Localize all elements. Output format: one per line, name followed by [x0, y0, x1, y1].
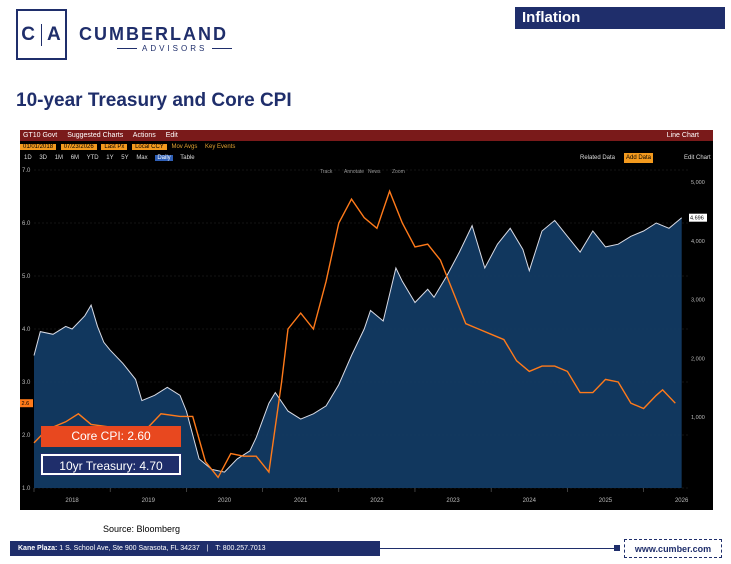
chart-tool-zoom: Zoom: [392, 169, 405, 175]
key-events-toggle[interactable]: Key Events: [205, 144, 236, 150]
ticker-label[interactable]: GT10 Govt: [23, 132, 58, 139]
x-tick-label: 2019: [142, 498, 156, 504]
logo-letter-c: C: [21, 23, 36, 45]
brand-name: CUMBERLAND: [79, 24, 228, 44]
treasury-callout: 10yr Treasury: 4.70: [40, 453, 182, 476]
y-tick-label: 2.0: [22, 433, 31, 439]
edit-chart-button[interactable]: Edit Chart: [684, 155, 711, 161]
y2-tick-label: 3,000: [691, 298, 705, 304]
chart-svg: 1.0 2.0 3.0 4.0 5.0 6.0 7.0 1,000 2,000 3,000 4,00…: [20, 168, 707, 504]
y2-tick-label: 4,000: [691, 239, 705, 245]
period-max[interactable]: Max: [136, 155, 148, 161]
address-text: 1 S. School Ave, Ste 900 Sarasota, FL 34…: [59, 545, 200, 552]
chart-tool-track: Track: [320, 169, 333, 175]
start-date-field[interactable]: 01/01/2018: [20, 144, 57, 150]
period-1y[interactable]: 1Y: [106, 155, 114, 161]
period-3d[interactable]: 3D: [39, 155, 48, 161]
period-6m[interactable]: 6M: [70, 155, 80, 161]
y-tick-label: 1.0: [22, 486, 31, 492]
x-tick-label: 2020: [218, 498, 232, 504]
frequency-select[interactable]: Daily: [155, 155, 173, 161]
company-logo: C A: [16, 9, 67, 60]
cpi-line: [33, 189, 676, 479]
chart-tool-annotate: Annotate: [344, 169, 364, 175]
x-tick-label: 2026: [675, 498, 689, 504]
treasury-line: [33, 217, 683, 473]
terminal-period-bar: 1D 3D 1M 6M YTD 1Y 5Y Max Daily Table Re…: [20, 153, 713, 163]
logo-letter-a: A: [47, 23, 62, 45]
related-data-button[interactable]: Related Data: [580, 155, 616, 161]
period-1d[interactable]: 1D: [24, 155, 32, 161]
x-tick-label: 2018: [65, 498, 79, 504]
y-tick-label: 7.0: [22, 168, 31, 174]
treasury-last-value: 4.696: [690, 216, 704, 222]
menu-edit[interactable]: Edit: [165, 132, 178, 139]
y-tick-label: 6.0: [22, 221, 31, 227]
y2-tick-label: 2,000: [691, 356, 705, 362]
period-ytd[interactable]: YTD: [86, 155, 99, 161]
y2-tick-label: 5,000: [691, 180, 705, 186]
x-tick-label: 2025: [599, 498, 613, 504]
website-link[interactable]: www.cumber.com: [624, 539, 722, 558]
phone-text: T: 800.257.7013: [215, 545, 266, 552]
x-tick-label: 2021: [294, 498, 308, 504]
logo-divider: [41, 23, 42, 46]
period-5y[interactable]: 5Y: [121, 155, 129, 161]
treasury-last-value-box: [689, 213, 707, 222]
section-badge: Inflation: [515, 7, 725, 29]
x-tick-label: 2022: [370, 498, 384, 504]
terminal-params-bar: 01/01/2018 07/23/2026 Last Px Local CCY …: [20, 142, 713, 152]
y-tick-label: 3.0: [22, 380, 31, 386]
footer-separator: |: [206, 545, 209, 552]
source-note: Source: Bloomberg: [103, 524, 181, 534]
end-date-field[interactable]: 07/23/2026: [60, 144, 97, 150]
footer-bar: Kane Plaza: 1 S. School Ave, Ste 900 Sar…: [10, 541, 380, 556]
cpi-last-value-box: [20, 399, 33, 408]
period-1m[interactable]: 1M: [54, 155, 64, 161]
cpi-last-value: 2.6: [22, 401, 30, 407]
core-cpi-callout: Core CPI: 2.60: [41, 426, 181, 447]
menu-actions[interactable]: Actions: [132, 132, 156, 139]
address-label: Kane Plaza:: [18, 545, 58, 552]
footer-marker: [614, 545, 620, 551]
x-tick-label: 2024: [523, 498, 537, 504]
y2-tick-label: 1,000: [691, 415, 705, 421]
treasury-area: [34, 217, 682, 488]
page-title: 10-year Treasury and Core CPI: [16, 90, 292, 111]
terminal-menu-bar: GT10 Govt Suggested Charts Actions Edit …: [20, 130, 713, 141]
field-select[interactable]: Last Px: [101, 144, 128, 150]
line-chart-label[interactable]: Line Chart: [666, 132, 699, 139]
add-data-field[interactable]: Add Data: [624, 153, 654, 163]
table-button[interactable]: Table: [180, 155, 195, 161]
y-tick-label: 5.0: [22, 274, 31, 280]
chart-tool-news: News: [368, 169, 381, 175]
y-tick-label: 4.0: [22, 327, 31, 333]
menu-suggested-charts[interactable]: Suggested Charts: [67, 132, 124, 139]
brand-subtitle: ADVISORS: [112, 44, 237, 53]
mov-avgs-toggle[interactable]: Mov Avgs: [171, 144, 198, 150]
x-tick-label: 2023: [446, 498, 460, 504]
currency-select[interactable]: Local CCY: [132, 144, 167, 150]
footer-rule: [380, 548, 620, 549]
